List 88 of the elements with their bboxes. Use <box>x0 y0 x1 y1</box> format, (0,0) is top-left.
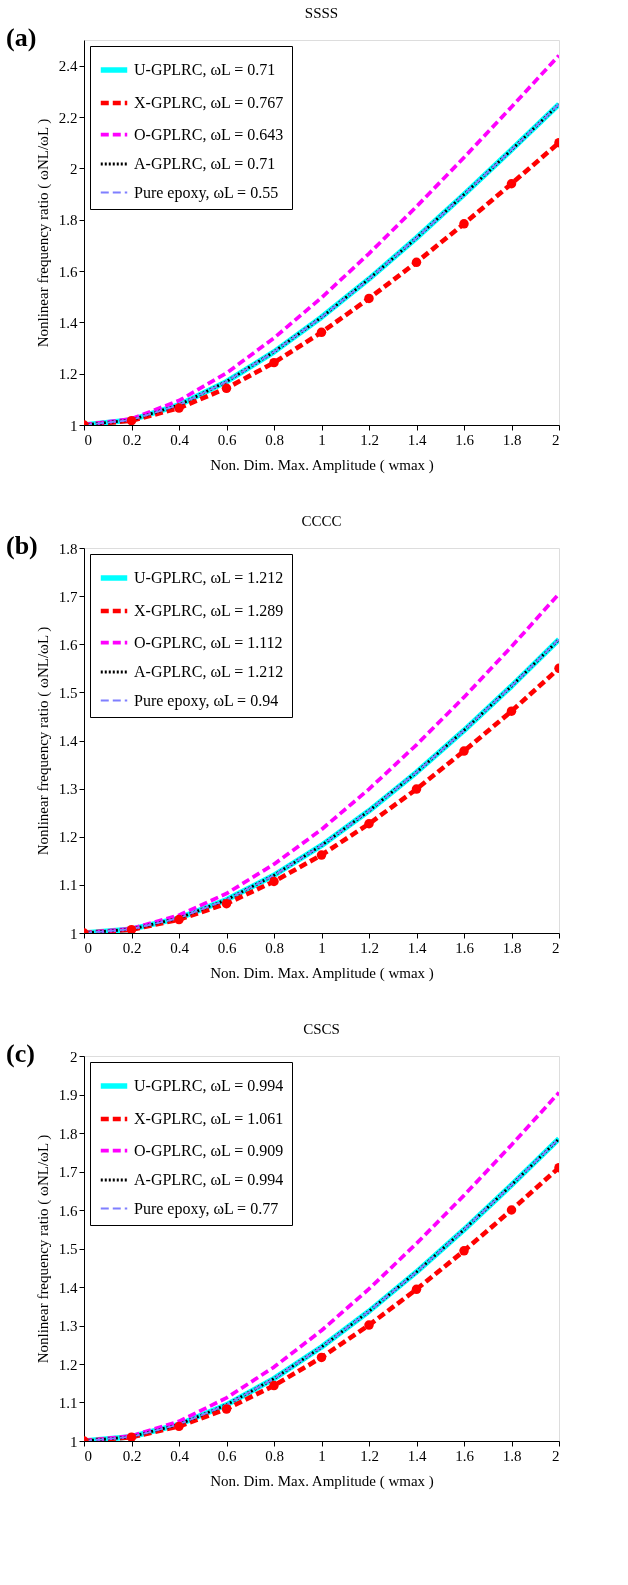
y-tick-label: 1.5 <box>58 684 78 701</box>
x-tick-label: 1.8 <box>502 939 522 956</box>
legend-label: O-GPLRC, ωL = 0.909 <box>134 1141 284 1159</box>
y-tick-label: 1.3 <box>58 781 78 798</box>
y-tick-label: 1.8 <box>58 1125 78 1142</box>
y-tick-label: 1 <box>70 1433 78 1450</box>
legend-label: Pure epoxy, ωL = 0.77 <box>134 1199 279 1218</box>
legend-label: O-GPLRC, ωL = 1.112 <box>134 633 283 651</box>
y-tick-label: 1.8 <box>58 540 78 557</box>
x-tick-label: 1.6 <box>455 431 475 448</box>
y-tick-label: 1.2 <box>58 829 78 846</box>
y-tick-label: 1.1 <box>58 1395 78 1411</box>
x-tick-label: 0 <box>84 431 92 448</box>
x-tick-label: 1.2 <box>360 1447 379 1464</box>
y-tick-label: 1.3 <box>58 1318 78 1334</box>
x-tick-label: 0.6 <box>217 431 237 448</box>
legend-label: A-GPLRC, ωL = 1.212 <box>134 663 284 680</box>
legend-label: U-GPLRC, ωL = 0.71 <box>134 61 276 78</box>
y-tick-label: 1 <box>70 417 78 434</box>
x-tick-label: 1.2 <box>360 431 379 448</box>
y-tick-label: 1.4 <box>58 1279 78 1296</box>
y-tick-label: 1 <box>70 925 78 942</box>
x-tick-label: 1.2 <box>360 939 379 956</box>
x-tick-label: 0.4 <box>170 431 190 448</box>
x-tick-label: 1.6 <box>455 939 475 956</box>
legend-label: Pure epoxy, ωL = 0.94 <box>134 691 279 710</box>
text: (a) <box>6 23 37 52</box>
x-axis-title: Non. Dim. Max. Amplitude ( wmax ) <box>210 1472 434 1490</box>
x-tick-label: 1.8 <box>502 1447 522 1464</box>
x-tick-label: 1.4 <box>407 431 427 448</box>
y-tick-label: 2 <box>70 1048 78 1065</box>
chart-title: CCCC <box>301 513 342 529</box>
chart-title: CSCS <box>303 1021 340 1037</box>
x-tick-label: 0.8 <box>265 939 284 956</box>
x-tick-label: 2 <box>552 939 560 956</box>
legend-label: U-GPLRC, ωL = 0.994 <box>134 1077 284 1094</box>
y-tick-label: 1.5 <box>58 1241 78 1257</box>
y-tick-label: 2 <box>70 160 78 177</box>
text: (c) <box>6 1039 35 1068</box>
y-tick-label: 1.9 <box>58 1087 78 1103</box>
x-tick-label: 1 <box>318 939 326 956</box>
y-tick-label: 1.7 <box>58 1164 78 1180</box>
y-axis-title: Nonlinear frequency ratio ( ωNL/ωL ) <box>34 118 52 348</box>
legend-label: X-GPLRC, ωL = 1.061 <box>134 1110 284 1127</box>
x-tick-label: 1.6 <box>455 1447 475 1464</box>
legend-label: Pure epoxy, ωL = 0.55 <box>134 183 279 202</box>
legend-label: X-GPLRC, ωL = 0.767 <box>134 94 284 111</box>
y-tick-label: 1.2 <box>58 366 78 383</box>
y-tick-label: 1.6 <box>58 636 78 653</box>
x-tick-label: 1 <box>318 1447 326 1464</box>
x-tick-label: 0.4 <box>170 939 190 956</box>
x-tick-label: 1.4 <box>407 1447 427 1464</box>
y-tick-label: 1.6 <box>58 1202 78 1219</box>
x-tick-label: 0 <box>84 1447 92 1464</box>
x-tick-label: 0.6 <box>217 939 237 956</box>
x-tick-label: 1.4 <box>407 939 427 956</box>
legend-label: X-GPLRC, ωL = 1.289 <box>134 602 284 619</box>
x-tick-label: 0.2 <box>122 1447 142 1464</box>
y-tick-label: 1.1 <box>58 877 78 894</box>
y-tick-label: 1.4 <box>58 314 78 331</box>
legend-label: A-GPLRC, ωL = 0.994 <box>134 1171 284 1188</box>
y-tick-label: 1.7 <box>58 588 78 605</box>
x-tick-label: 0.4 <box>170 1447 190 1464</box>
x-tick-label: 0.2 <box>122 431 142 448</box>
chart-title: SSSS <box>304 5 339 21</box>
y-tick-label: 2.2 <box>58 109 78 126</box>
x-tick-label: 1.8 <box>502 431 522 448</box>
y-axis-title: Nonlinear frequency ratio ( ωNL/ωL ) <box>34 1134 52 1364</box>
x-axis-title: Non. Dim. Max. Amplitude ( wmax ) <box>210 456 434 474</box>
x-tick-label: 0.6 <box>217 1447 237 1464</box>
y-axis-title: Nonlinear frequency ratio ( ωNL/ωL ) <box>34 626 52 856</box>
x-tick-label: 0.8 <box>265 431 284 448</box>
x-tick-label: 2 <box>552 431 560 448</box>
x-tick-label: 2 <box>552 1447 560 1464</box>
legend-label: O-GPLRC, ωL = 0.643 <box>134 125 284 143</box>
y-tick-label: 1.8 <box>58 212 78 229</box>
y-tick-label: 1.4 <box>58 733 78 749</box>
y-tick-label: 2.4 <box>58 58 78 75</box>
x-tick-label: 0.8 <box>265 1447 284 1464</box>
x-tick-label: 1 <box>318 431 326 448</box>
legend-label: U-GPLRC, ωL = 1.212 <box>134 569 284 586</box>
x-tick-label: 0.2 <box>122 939 142 956</box>
legend-label: A-GPLRC, ωL = 0.71 <box>134 155 276 172</box>
x-axis-title: Non. Dim. Max. Amplitude ( wmax ) <box>210 964 434 982</box>
text: (b) <box>6 531 38 560</box>
y-tick-label: 1.6 <box>58 263 78 280</box>
y-tick-label: 1.2 <box>58 1356 78 1373</box>
x-tick-label: 0 <box>84 939 92 956</box>
